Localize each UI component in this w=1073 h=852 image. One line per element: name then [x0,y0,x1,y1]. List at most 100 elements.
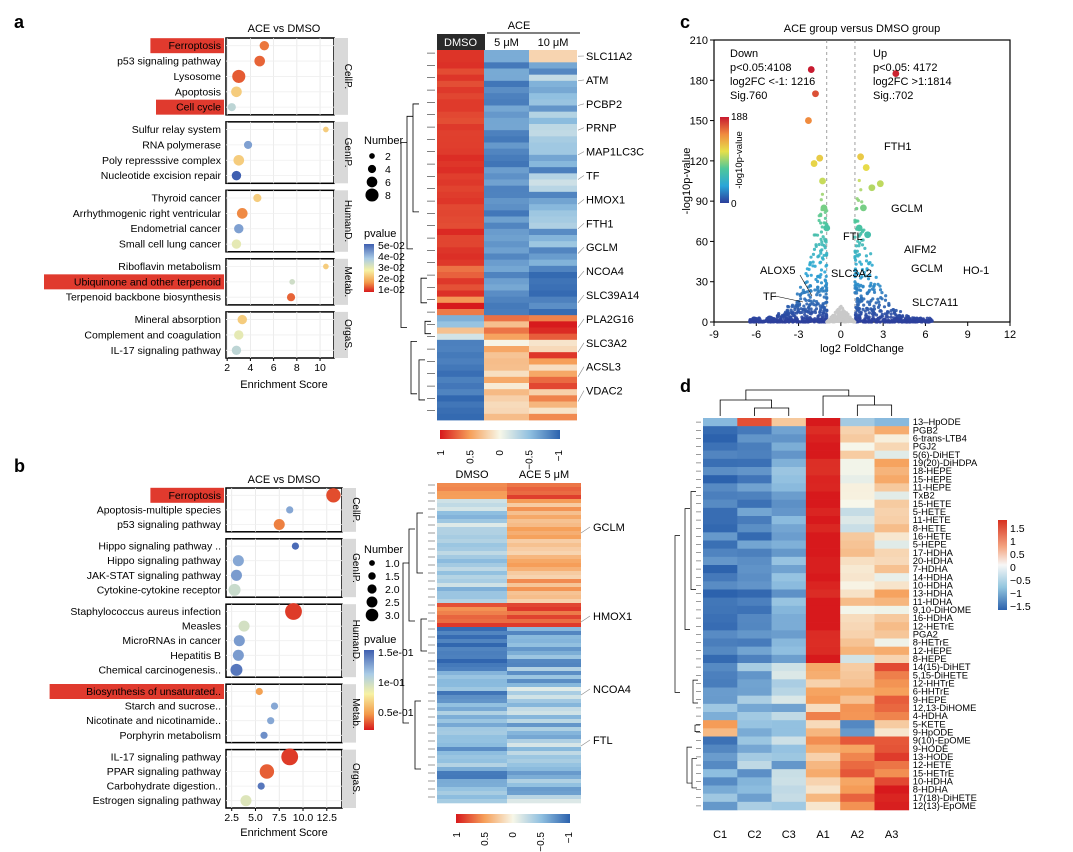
d-heat-cell [840,728,875,737]
a-heat-cell [437,198,484,205]
a-heat-cell [437,346,484,353]
a-heat-cell [484,352,529,359]
b-term-label: PPAR signaling pathway [107,766,222,778]
c-point [812,302,816,307]
b-heat-cell [437,563,507,568]
a-heat-cell [484,204,529,211]
b-heat-cell [437,647,507,652]
a-heat-cell [437,124,484,131]
a-heat-cell [484,358,529,365]
d-heat-cell [805,777,841,786]
a-gene-label: FTH1 [586,218,614,230]
c-point [879,315,883,319]
c-point [854,219,859,223]
d-heat-cell [771,663,807,672]
c-point [865,291,869,295]
c-point-ns [841,320,845,324]
d-row-label: 10-HDHA [913,775,954,786]
b-dendro [414,700,421,770]
d-heat-cell [874,450,910,460]
d-heat-cell [805,548,841,558]
c-point [930,319,934,323]
c-point [872,282,877,286]
d-heat-cell [771,703,807,713]
b-heat-cell [437,795,507,800]
c-point [866,300,870,304]
d-heat-cell [874,556,910,566]
d-heat-cell [840,687,875,696]
c-point [819,230,824,234]
d-row-label: 15-HETrE [913,767,954,778]
c-point [811,252,816,256]
d-heat-cell [805,573,841,582]
c-point [815,279,820,284]
c-xtick-label: 9 [965,329,971,341]
d-heat-cell [703,630,738,639]
a-heat-cell [437,327,484,335]
a-heat-cell [529,401,577,409]
d-row-label: 12-HEPE [913,645,952,656]
d-row-label: TxB2 [913,490,935,501]
d-row-label: 14(15)-DiHET [913,661,971,672]
c-point [806,310,811,314]
a-heat-cell [484,161,529,168]
c-xtick-label: 3 [880,329,886,341]
b-heat-cell [507,763,581,768]
a-heat-cell [437,191,484,199]
d-heat-cell [771,458,807,468]
d-scale-label: −0.5 [1010,575,1031,587]
a-heat-cell [437,309,484,316]
d-heat-cell [737,785,772,794]
d-heat-cell [703,687,738,696]
b-heat-cell [437,699,507,704]
c-point [876,316,880,320]
d-heat-cell [703,720,738,729]
d-heat-cell [874,777,910,786]
d-heat-cell [805,728,841,737]
c-point [778,320,782,324]
c-point [906,314,910,319]
b-term-label: Starch and sucrose.. [125,701,221,713]
c-point [887,303,891,307]
a-heat-cell [529,278,577,285]
b-dendro [402,562,409,724]
d-heat-cell [737,597,772,607]
c-point [769,320,773,324]
b-color-legend-bar [364,650,374,730]
a-dot [289,279,296,285]
d-heat-cell [703,491,738,500]
a-gene-label: GCLM [586,242,618,254]
b-dot [238,620,250,632]
d-row-label: 10-HDHA [913,579,954,590]
b-facet-label: HumanD. [350,620,361,662]
d-col-dendro [754,407,790,416]
a-heat-cell [484,167,529,174]
c-xtick-label: -9 [709,329,719,341]
c-point [878,284,882,288]
d-row-label: 16-HETE [913,530,952,541]
b-heat-cell [437,655,507,660]
b-heat-cell [507,659,581,664]
c-point [868,273,872,277]
d-heat-cell [703,418,738,427]
d-heat-cell [703,744,738,754]
a-dot [231,86,242,98]
c-gene-label: ALOX5 [760,265,795,277]
a-heat-cell [437,50,484,57]
c-ytick-label: 0 [702,317,708,329]
a-heat-cell [529,259,577,267]
c-point [870,309,874,313]
b-heat-cell [437,787,507,792]
a-heat-cell [484,296,529,304]
b-heat-cell [437,587,507,592]
d-heat-cell [771,646,807,656]
c-point [870,312,875,316]
a-heat-cell [484,370,529,378]
b-heat-cell [437,651,507,656]
d-heat-cell [805,483,841,492]
b-heat-cell [507,623,581,628]
b-heat-cell [507,743,581,748]
c-point [857,317,862,321]
d-heat-cell [840,663,875,672]
d-heat-cell [703,426,738,435]
